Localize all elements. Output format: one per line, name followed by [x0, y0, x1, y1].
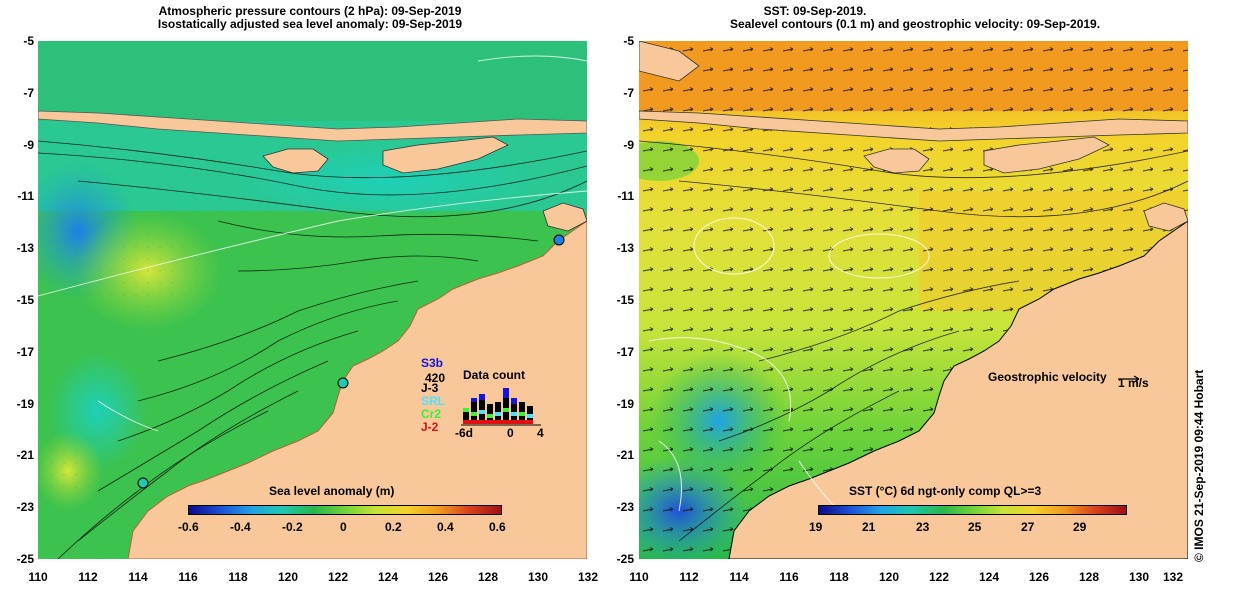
sst-colorbar-tick: 25 [968, 520, 982, 534]
lat-tick: -13 [16, 241, 34, 255]
data-count-bars [461, 388, 541, 426]
sea-level-colorbar-tick: -0.6 [178, 520, 199, 534]
lon-tick: 132 [1162, 570, 1184, 584]
lon-tick: 124 [978, 570, 1000, 584]
sea-level-colorbar-tick: 0 [340, 520, 347, 534]
lon-tick: 126 [427, 570, 449, 584]
data-count-x-label-start: -6d [455, 426, 473, 440]
lat-tick: -11 [17, 189, 34, 203]
data-count-x-label-zero: 0 [507, 426, 514, 440]
velocity-legend-scale: 1 m/s [1118, 376, 1149, 390]
data-count-bar-group [461, 388, 541, 426]
sea-level-anomaly-map-svg [38, 41, 587, 559]
sst-map-svg [639, 41, 1188, 559]
lon-tick: 118 [829, 570, 849, 584]
sst-colorbar-tick: 21 [862, 520, 876, 534]
velocity-legend-label: Geostrophic velocity [988, 370, 1107, 384]
data-count-legend: S3b 420 J-3 SRL Cr2 J-2 Data count -6d 0 [421, 357, 551, 453]
lon-tick: 112 [78, 570, 98, 584]
data-count-title: Data count [463, 368, 526, 382]
sea-level-colorbar-ticks: -0.6 -0.4 -0.2 0 0.2 0.4 0.6 [168, 521, 520, 535]
lon-tick: 116 [779, 570, 799, 584]
lon-tick: 128 [477, 570, 499, 584]
lon-tick: 110 [28, 570, 48, 584]
lon-tick: 122 [327, 570, 349, 584]
lon-tick: 116 [178, 570, 198, 584]
lat-tick: -25 [16, 552, 34, 566]
sst-colorbar-tick: 29 [1073, 520, 1087, 534]
sst-colorbar [818, 505, 1127, 515]
sst-map: Geostrophic velocity 1 m/s SST (°C) 6d n… [639, 41, 1188, 559]
imos-credit: © IMOS 21-Sep-2019 09:44 Hobart [1192, 369, 1206, 562]
satellite-label-cr2: Cr2 [421, 407, 442, 421]
lat-tick: -17 [16, 345, 34, 359]
sea-level-colorbar-tick: 0.4 [437, 520, 454, 534]
lat-tick: -21 [616, 448, 634, 462]
sea-level-colorbar-tick: -0.4 [230, 520, 251, 534]
lat-tick: -19 [16, 397, 34, 411]
lon-tick: 122 [928, 570, 950, 584]
satellite-label-srl: SRL [421, 394, 445, 408]
sea-level-colorbar-title: Sea level anomaly (m) [269, 484, 395, 498]
left-title-line2: Isostatically adjusted sea level anomaly… [157, 17, 463, 31]
sst-colorbar-title: SST (°C) 6d ngt-only comp QL>=3 [849, 484, 1042, 498]
lon-tick: 124 [377, 570, 399, 584]
lat-tick: -11 [617, 189, 634, 203]
lon-tick: 132 [577, 570, 599, 584]
lat-tick: -7 [23, 86, 34, 100]
velocity-legend-arrow-icon [1118, 375, 1140, 383]
lat-tick: -9 [623, 138, 634, 152]
lon-tick: 110 [629, 570, 649, 584]
sea-level-anomaly-map: S3b 420 J-3 SRL Cr2 J-2 Data count -6d 0 [38, 41, 587, 559]
right-title-line2: Sealevel contours (0.1 m) and geostrophi… [729, 17, 1101, 31]
lat-tick: -7 [623, 86, 634, 100]
lat-tick: -9 [23, 138, 34, 152]
satellite-label-j2: J-2 [421, 420, 439, 434]
sst-colorbar-tick: 27 [1021, 520, 1035, 534]
right-title-line1: SST: 09-Sep-2019. [763, 4, 867, 18]
sst-colorbar-ticks: 19 21 23 25 27 29 [799, 521, 1139, 535]
lat-tick: -17 [616, 345, 634, 359]
lon-tick: 114 [729, 570, 749, 584]
sst-colorbar-tick: 19 [809, 520, 823, 534]
sea-level-colorbar-tick: 0.2 [385, 520, 402, 534]
lat-tick: -5 [623, 34, 634, 48]
left-title-line1: Atmospheric pressure contours (2 hPa): 0… [158, 4, 462, 18]
lat-tick: -21 [16, 448, 34, 462]
lat-tick: -5 [23, 34, 34, 48]
lon-tick: 118 [228, 570, 248, 584]
sst-colorbar-tick: 23 [916, 520, 930, 534]
lon-tick: 128 [1078, 570, 1100, 584]
sea-level-colorbar-tick: -0.2 [282, 520, 303, 534]
lon-tick: 130 [527, 570, 549, 584]
lat-tick: -15 [616, 293, 634, 307]
data-count-x-label-end: 4 [537, 426, 544, 440]
satellite-label-s3b: S3b [421, 356, 444, 370]
sea-level-colorbar [188, 505, 502, 515]
lat-tick: -15 [16, 293, 34, 307]
lon-tick: 130 [1128, 570, 1150, 584]
lon-tick: 126 [1028, 570, 1050, 584]
lon-tick: 120 [878, 570, 900, 584]
lon-tick: 120 [277, 570, 299, 584]
lon-tick: 112 [679, 570, 699, 584]
lat-tick: -19 [616, 397, 634, 411]
data-count-max-label: 420 [425, 371, 446, 385]
lat-tick: -23 [616, 500, 634, 514]
lat-tick: -13 [616, 241, 634, 255]
satellite-label-j3: J-3 [421, 381, 439, 395]
lat-tick: -23 [16, 500, 34, 514]
lon-tick: 114 [128, 570, 148, 584]
sea-level-colorbar-tick: 0.6 [489, 520, 506, 534]
lat-tick: -25 [616, 552, 634, 566]
